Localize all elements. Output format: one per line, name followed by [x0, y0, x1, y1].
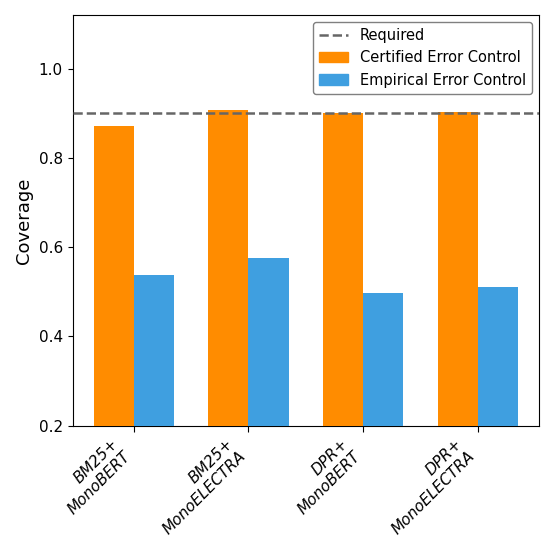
- Bar: [208, 110, 248, 426]
- Bar: [248, 258, 289, 426]
- Bar: [438, 112, 478, 426]
- Bar: [478, 288, 518, 426]
- Bar: [323, 113, 363, 426]
- Bar: [134, 275, 174, 426]
- Legend: Required, Certified Error Control, Empirical Error Control: Required, Certified Error Control, Empir…: [313, 22, 532, 93]
- Bar: [363, 293, 403, 426]
- Bar: [94, 126, 134, 426]
- Y-axis label: Coverage: Coverage: [15, 177, 33, 263]
